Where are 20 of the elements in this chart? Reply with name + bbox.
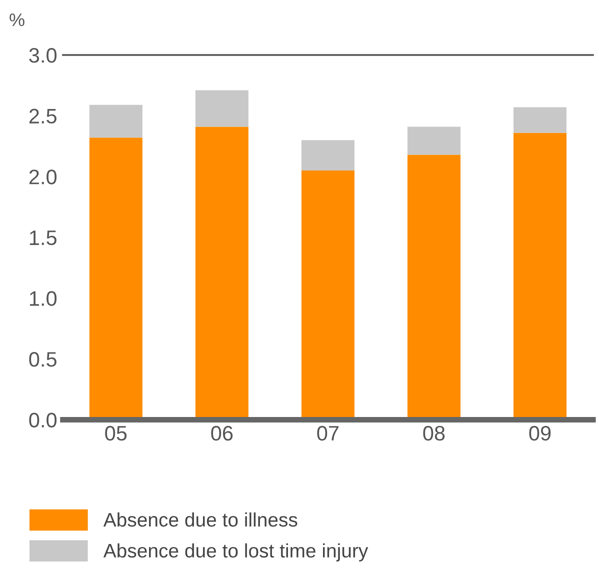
x-tick-label: 06 bbox=[211, 426, 233, 441]
legend-label: Absence due to lost time injury bbox=[103, 543, 368, 562]
y-tick-label: 2.0 bbox=[29, 170, 57, 184]
bar bbox=[513, 107, 567, 133]
y-tick-label: 2.5 bbox=[29, 108, 56, 124]
bar bbox=[407, 126, 460, 155]
bar bbox=[89, 104, 142, 138]
x-tick-label: 07 bbox=[317, 426, 338, 441]
legend-label: Absence due to illness bbox=[103, 512, 298, 527]
y-tick-label: 3.0 bbox=[29, 48, 57, 63]
y-tick-label: 0.5 bbox=[29, 352, 56, 367]
y-tick-label: 0.0 bbox=[29, 412, 57, 428]
x-tick-label: 05 bbox=[105, 426, 127, 441]
bar bbox=[195, 90, 248, 127]
x-tick-label: 09 bbox=[529, 426, 551, 441]
x-tick-label: 08 bbox=[423, 426, 445, 441]
y-axis-title: % bbox=[10, 14, 24, 26]
bar bbox=[301, 140, 354, 171]
y-tick-label: 1.5 bbox=[30, 230, 56, 246]
y-tick-label: 1.0 bbox=[30, 291, 57, 306]
